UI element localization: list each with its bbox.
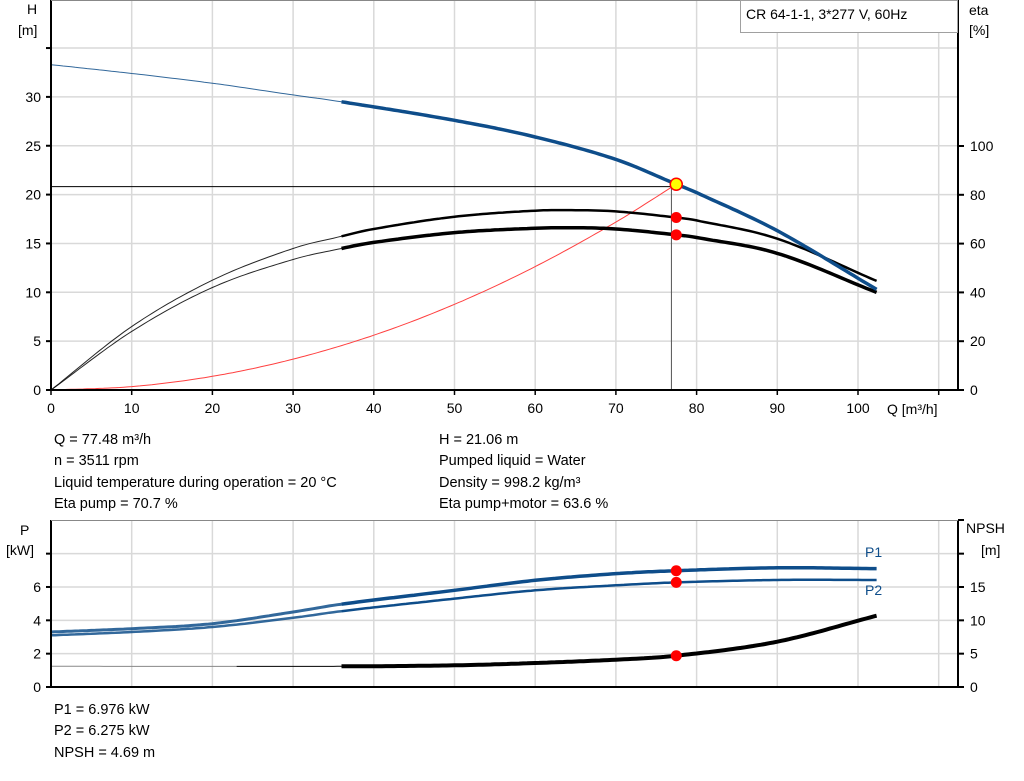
p-axis-title: P: [20, 522, 29, 538]
y2-tick-label: 20: [970, 333, 986, 349]
legend-box: [740, 0, 958, 33]
bottom-grid: [51, 520, 958, 687]
y2-tick-label: 5: [970, 646, 978, 662]
x-tick-label: 10: [124, 400, 140, 416]
y2-tick-label: 15: [970, 579, 986, 595]
head-curve-thin: [50, 64, 342, 103]
x-tick-label: 100: [846, 400, 870, 416]
x-tick-label: 50: [447, 400, 463, 416]
h-axis-unit: [m]: [18, 22, 37, 38]
y-tick-label: 4: [33, 612, 41, 628]
p2-marker: [670, 576, 682, 588]
y2-tick-label: 80: [970, 187, 986, 203]
p2-curve: [341, 578, 877, 613]
info-density: Density = 998.2 kg/m³: [439, 475, 581, 491]
system-curve: [50, 183, 677, 391]
y2-tick-label: 0: [970, 382, 978, 398]
markers: [669, 177, 684, 662]
info-eta-pump: Eta pump = 70.7 %: [54, 496, 178, 512]
info-npsh: NPSH = 4.69 m: [54, 745, 156, 761]
duty-point-marker: [669, 177, 684, 191]
info-liquid: Pumped liquid = Water: [439, 453, 586, 469]
x-tick-label: 20: [205, 400, 221, 416]
npsh-curve: [341, 613, 878, 669]
q-axis-title: Q [m³/h]: [887, 401, 938, 417]
y2-tick-label: 100: [970, 138, 994, 154]
eta-total-curve: [341, 225, 878, 295]
y-tick-label: 6: [33, 579, 41, 595]
p-axis-unit: [kW]: [6, 542, 34, 558]
info-p2: P2 = 6.275 kW: [54, 723, 150, 739]
x-tick-label: 0: [47, 400, 55, 416]
eta-pump-curve-thin: [50, 235, 342, 391]
top-grid: [51, 0, 958, 390]
x-tick-label: 70: [608, 400, 624, 416]
npsh-marker: [670, 650, 682, 662]
info-eta-total: Eta pump+motor = 63.6 %: [439, 496, 609, 512]
y-tick-label: 15: [25, 235, 41, 251]
y-tick-label: 10: [25, 284, 41, 300]
y-tick-label: 0: [33, 382, 41, 398]
legend-text: CR 64-1-1, 3*277 V, 60Hz: [746, 6, 907, 22]
eta-pump-marker: [670, 211, 682, 223]
y-tick-label: 25: [25, 138, 41, 154]
npsh-axis-unit: [m]: [981, 542, 1000, 558]
y2-tick-label: 10: [970, 612, 986, 628]
x-tick-label: 40: [366, 400, 382, 416]
p1-marker: [670, 565, 682, 577]
info-speed: n = 3511 rpm: [54, 453, 139, 469]
eta-axis-unit: [%]: [969, 22, 989, 38]
y-tick-label: 20: [25, 187, 41, 203]
h-axis-title: H: [27, 1, 37, 17]
info-temp: Liquid temperature during operation = 20…: [54, 475, 337, 491]
x-tick-label: 90: [770, 400, 786, 416]
x-tick-label: 80: [689, 400, 705, 416]
p2-series-label: P2: [865, 582, 882, 598]
p2-curve-thin: [50, 609, 342, 637]
curves: [50, 64, 878, 669]
y-tick-label: 0: [33, 679, 41, 695]
y-tick-label: 30: [25, 89, 41, 105]
y-tick-label: 5: [33, 333, 41, 349]
info-q: Q = 77.48 m³/h: [54, 432, 152, 448]
y2-tick-label: 60: [970, 236, 986, 252]
info-p1: P1 = 6.976 kW: [54, 702, 150, 718]
head-curve: [341, 100, 878, 291]
y2-tick-label: 40: [970, 284, 986, 300]
eta-pump-curve: [341, 208, 878, 283]
npsh-axis-title: NPSH: [966, 520, 1005, 536]
p1-series-label: P1: [865, 544, 882, 560]
y-tick-label: 2: [33, 646, 41, 662]
y2-tick-label: 0: [970, 679, 978, 695]
eta-total-marker: [670, 229, 682, 241]
info-h: H = 21.06 m: [439, 432, 519, 448]
eta-total-curve-thin: [50, 248, 342, 391]
x-tick-label: 60: [527, 400, 543, 416]
eta-axis-title: eta: [969, 2, 989, 18]
x-tick-label: 30: [285, 400, 301, 416]
p1-curve-thin: [50, 602, 342, 634]
p1-curve: [341, 565, 877, 606]
